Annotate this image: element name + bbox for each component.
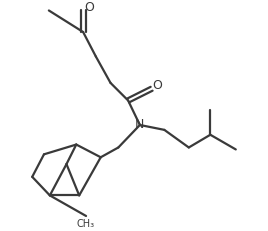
Text: O: O bbox=[84, 1, 94, 14]
Text: CH₃: CH₃ bbox=[77, 219, 95, 229]
Text: N: N bbox=[135, 119, 144, 131]
Text: O: O bbox=[152, 79, 162, 92]
